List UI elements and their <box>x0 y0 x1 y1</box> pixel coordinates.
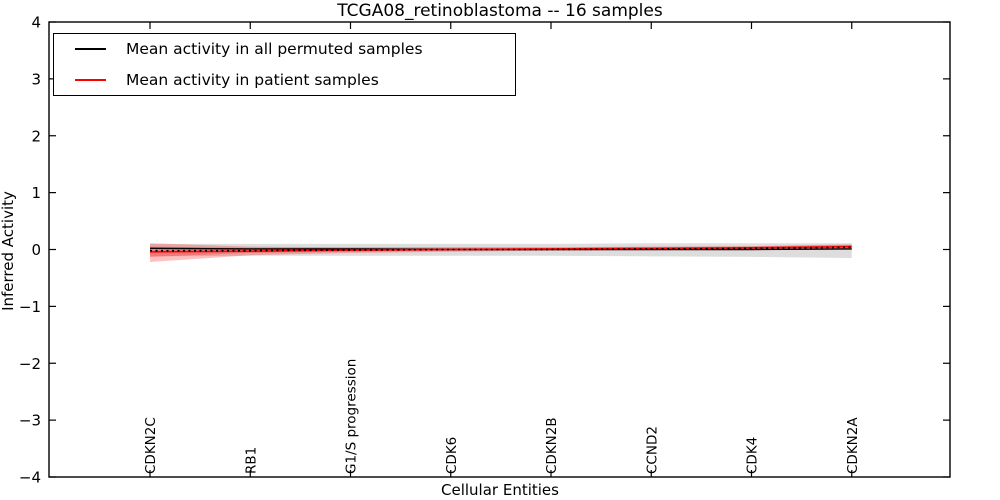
x-tick-label: G1/S progression <box>344 359 360 474</box>
legend-line-red <box>75 78 106 81</box>
y-tick-label: 0 <box>31 241 41 259</box>
x-tick-label: CDKN2A <box>845 417 861 474</box>
y-tick-label: −4 <box>19 469 41 487</box>
series-line <box>150 246 852 252</box>
chart-title: TCGA08_retinoblastoma -- 16 samples <box>337 1 663 21</box>
x-tick-label: CDK6 <box>444 437 460 474</box>
legend-line-black <box>75 48 106 51</box>
x-tick-label: RB1 <box>243 447 259 474</box>
y-tick-label: 4 <box>31 14 41 32</box>
legend-label: Mean activity in all permuted samples <box>126 40 423 59</box>
legend-box: Mean activity in all permuted samples Me… <box>53 33 516 96</box>
x-tick-label: CCND2 <box>644 426 660 474</box>
x-tick-label: CDKN2C <box>143 417 159 474</box>
y-tick-label: −1 <box>19 298 41 316</box>
y-tick-label: −2 <box>19 355 41 373</box>
legend-item-permuted: Mean activity in all permuted samples <box>54 34 515 64</box>
y-tick-label: 1 <box>31 184 41 202</box>
y-axis-label: Inferred Activity <box>0 191 17 311</box>
legend-item-patient: Mean activity in patient samples <box>54 65 515 95</box>
x-tick-label: CDKN2B <box>544 417 560 474</box>
x-axis-label: Cellular Entities <box>441 481 559 499</box>
y-tick-label: −3 <box>19 412 41 430</box>
x-tick-label: CDK4 <box>745 437 761 474</box>
legend-label: Mean activity in patient samples <box>126 70 379 89</box>
y-tick-label: 3 <box>31 70 41 88</box>
y-tick-label: 2 <box>31 127 41 145</box>
confidence-band <box>150 243 852 259</box>
